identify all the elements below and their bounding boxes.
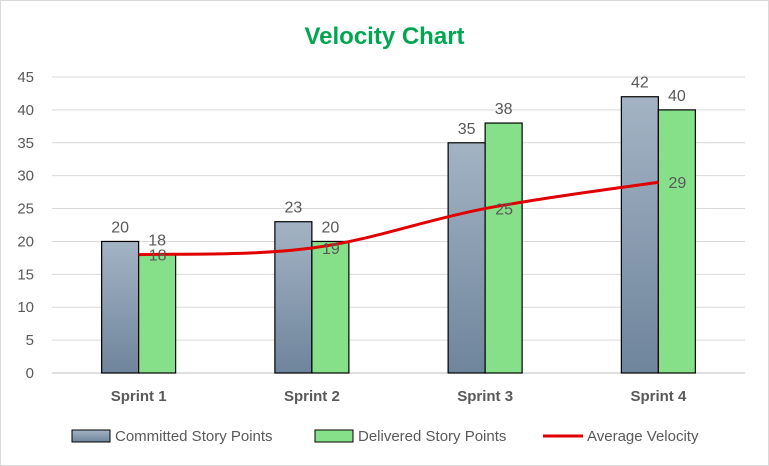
data-labels: 20 18 23 20 35 38 42 40 18 19 25 29 <box>111 75 686 265</box>
data-label-delivered-story-points: 38 <box>495 101 513 118</box>
y-tick-label: 0 <box>26 365 34 382</box>
legend-label-committed-story-points: Committed Story Points <box>115 428 273 445</box>
y-tick-label: 5 <box>26 332 34 349</box>
data-label-average-velocity: 29 <box>668 175 686 192</box>
bar-committed-story-points-sprint-2 <box>274 221 313 374</box>
y-tick-label: 35 <box>17 135 34 152</box>
legend: Committed Story Points Delivered Story Po… <box>71 428 699 445</box>
data-label-average-velocity: 25 <box>495 202 513 219</box>
average-line <box>138 180 659 257</box>
y-tick-label: 25 <box>17 201 34 218</box>
bar-committed-story-points-sprint-4 <box>620 96 659 374</box>
data-label-average-velocity: 19 <box>322 241 340 258</box>
bar-committed-story-points-sprint-3 <box>447 142 486 374</box>
x-axis: Sprint 1 Sprint 2 Sprint 3 Sprint 4 <box>111 388 687 405</box>
x-tick-label: Sprint 4 <box>630 388 686 405</box>
bar-delivered-story-points-sprint-3 <box>484 122 523 374</box>
bar-committed-story-points-sprint-1 <box>101 240 140 374</box>
data-label-committed-story-points: 20 <box>111 219 129 236</box>
data-label-committed-story-points: 23 <box>284 200 302 217</box>
legend-swatch-delivered-story-points <box>314 429 354 443</box>
data-label-average-velocity: 18 <box>149 248 167 265</box>
bar-delivered-story-points-sprint-1 <box>138 254 177 374</box>
x-tick-label: Sprint 1 <box>111 388 167 405</box>
data-label-delivered-story-points: 18 <box>148 233 166 250</box>
y-tick-label: 40 <box>17 102 34 119</box>
bars <box>101 96 696 374</box>
chart-title: Velocity Chart <box>304 23 464 50</box>
y-tick-label: 20 <box>17 233 34 250</box>
bar-delivered-story-points-sprint-2 <box>311 240 350 374</box>
data-label-delivered-story-points: 20 <box>321 219 339 236</box>
x-tick-label: Sprint 3 <box>457 388 513 405</box>
x-tick-label: Sprint 2 <box>284 388 340 405</box>
data-label-committed-story-points: 35 <box>458 121 476 138</box>
legend-label-average-velocity: Average Velocity <box>587 428 699 445</box>
y-tick-label: 30 <box>17 168 34 185</box>
data-label-delivered-story-points: 40 <box>668 88 686 105</box>
y-tick-label: 15 <box>17 266 34 283</box>
y-tick-label: 10 <box>17 299 34 316</box>
line-average-velocity <box>138 180 659 257</box>
data-label-committed-story-points: 42 <box>631 75 649 92</box>
bar-delivered-story-points-sprint-4 <box>657 109 696 374</box>
y-tick-label: 45 <box>17 69 34 86</box>
legend-label-delivered-story-points: Delivered Story Points <box>358 428 506 445</box>
y-axis: 0 5 10 15 20 25 30 35 40 45 <box>17 69 34 382</box>
legend-swatch-committed-story-points <box>71 429 111 443</box>
